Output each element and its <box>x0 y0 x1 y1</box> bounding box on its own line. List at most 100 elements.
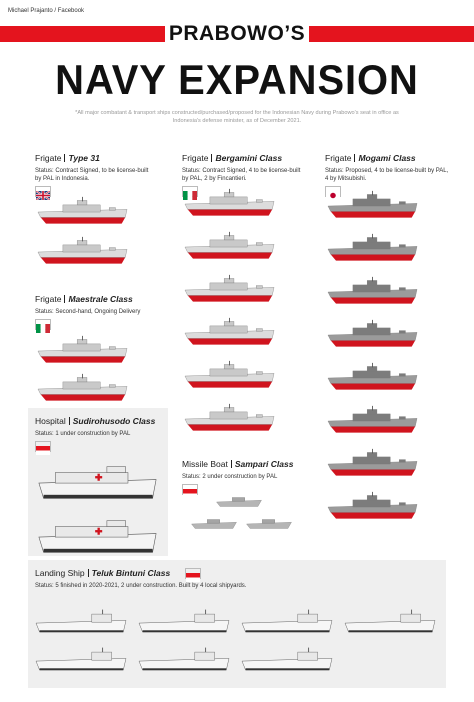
ship <box>325 491 420 525</box>
cross <box>95 530 103 533</box>
hull-lower <box>187 381 273 388</box>
status: Status: 1 under construction by PAL <box>35 431 131 437</box>
ship <box>325 362 420 396</box>
hull-lower <box>330 254 416 261</box>
ship-art <box>327 405 418 433</box>
status: Status: Contract Signed, 4 to be license… <box>182 168 301 183</box>
gun <box>256 371 263 375</box>
status: Status: Proposed, 4 to be license-built … <box>325 168 449 183</box>
section-header: Missile Boat Sampari Class <box>182 459 293 469</box>
gun <box>256 328 263 332</box>
superstructure <box>232 497 245 502</box>
superstructure <box>62 381 101 390</box>
separator <box>68 417 70 425</box>
bridge <box>106 520 126 527</box>
ship-art <box>241 609 333 633</box>
category: Frigate <box>182 153 209 163</box>
superstructure <box>194 651 215 661</box>
flag-band <box>40 324 46 333</box>
hull-lower <box>40 394 126 401</box>
superstructure <box>352 327 391 336</box>
ship <box>33 606 129 640</box>
gun <box>399 502 406 506</box>
superstructure <box>91 651 112 661</box>
ship <box>35 516 160 559</box>
gun <box>399 416 406 420</box>
section-header: Frigate Type 31 <box>35 153 100 163</box>
ship <box>239 644 335 678</box>
ship <box>325 276 420 310</box>
hull-lower <box>187 424 273 431</box>
hull-lower <box>187 295 273 302</box>
gun <box>256 414 263 418</box>
gun <box>399 287 406 291</box>
flag-art <box>326 191 340 200</box>
waterline <box>142 630 227 633</box>
superstructure <box>62 204 101 213</box>
ship-class: Sudirohusodo Class <box>72 416 156 426</box>
gun <box>109 346 116 350</box>
ship <box>245 515 293 534</box>
kicker-box <box>165 22 309 46</box>
ship-art <box>38 466 157 499</box>
hull-lower <box>40 217 126 224</box>
ship-art <box>327 233 418 261</box>
flag <box>182 186 198 200</box>
ship <box>33 644 129 678</box>
hull-lower <box>187 209 273 216</box>
flag-art <box>183 191 197 200</box>
ship-class: Type 31 <box>68 153 100 163</box>
ship <box>325 233 420 267</box>
ship <box>136 606 232 640</box>
separator <box>64 154 66 162</box>
gun <box>399 244 406 248</box>
waterline <box>142 668 227 671</box>
superstructure <box>209 368 248 377</box>
separator <box>87 569 89 577</box>
waterline <box>348 630 433 633</box>
gun <box>256 285 263 289</box>
waterline <box>39 668 124 671</box>
category: Frigate <box>325 153 352 163</box>
hull-lower <box>187 338 273 345</box>
ship-art <box>37 196 128 224</box>
superstructure <box>262 519 275 524</box>
flag <box>35 319 51 333</box>
separator <box>230 460 232 468</box>
flag-band <box>183 489 197 494</box>
ship-art <box>35 647 127 671</box>
cross <box>95 476 103 479</box>
flag-disc <box>330 192 336 199</box>
flag-art <box>186 573 200 582</box>
ship <box>325 448 420 482</box>
status: Status: 5 finished in 2020-2021, 2 under… <box>35 583 247 589</box>
waterline <box>39 630 124 633</box>
ship-class: Maestrale Class <box>68 294 133 304</box>
section-header: Frigate Maestrale Class <box>35 294 133 304</box>
flag-band <box>36 324 41 333</box>
hull-lower <box>330 469 416 476</box>
ship <box>215 493 263 512</box>
gun <box>399 330 406 334</box>
flag <box>185 568 201 582</box>
ship <box>182 360 277 394</box>
superstructure <box>194 613 215 623</box>
flag <box>35 441 51 455</box>
ship-art <box>344 609 436 633</box>
superstructure <box>209 196 248 205</box>
gun <box>256 199 263 203</box>
gun <box>399 201 406 205</box>
superstructure <box>297 613 318 623</box>
ship-art <box>37 236 128 264</box>
flag-band <box>36 446 50 451</box>
flag-band <box>186 573 200 578</box>
flag <box>182 484 198 498</box>
flag-band <box>186 577 200 582</box>
flag-art <box>36 446 50 455</box>
hull <box>216 500 262 507</box>
waterline <box>245 630 330 633</box>
ship-art <box>138 647 230 671</box>
ship-art <box>184 317 275 345</box>
waterline <box>43 494 153 499</box>
